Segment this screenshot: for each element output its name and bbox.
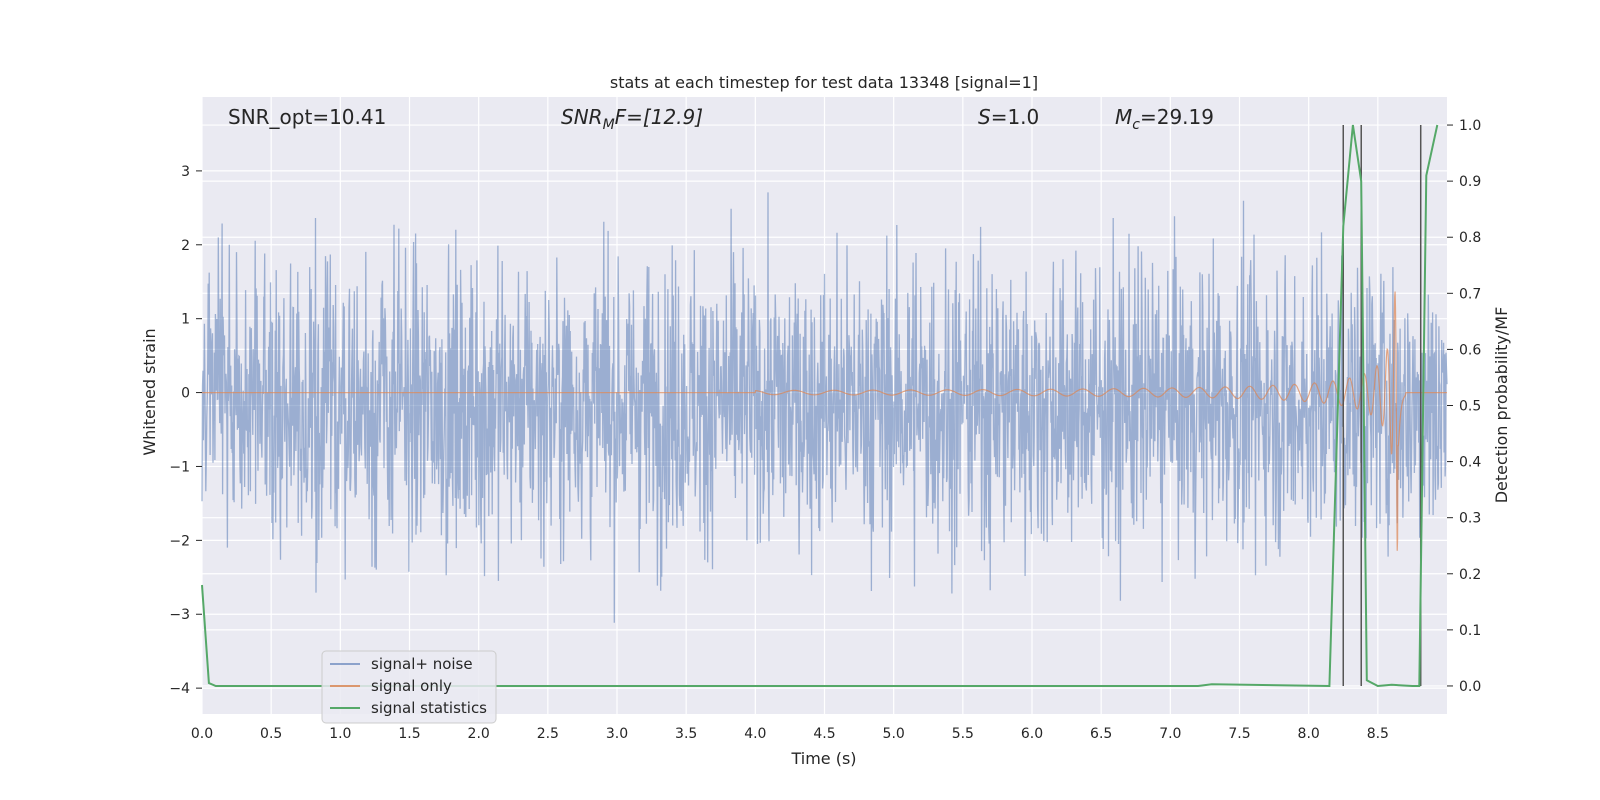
legend-box	[321, 650, 497, 724]
chart-title: stats at each timestep for test data 133…	[610, 73, 1038, 92]
x-tick-label: 8.5	[1367, 726, 1389, 742]
right-y-axis-label: Detection probability/MF	[1492, 307, 1511, 504]
y-axis-label: Whitened strain	[140, 328, 159, 455]
y-tick-label: −2	[169, 533, 190, 549]
x-tick-label: 0.0	[191, 726, 213, 742]
x-tick-label: 4.0	[744, 726, 766, 742]
x-tick-label: 1.5	[398, 726, 420, 742]
x-tick-label: 6.5	[1090, 726, 1112, 742]
y-tick-label: 1	[181, 312, 190, 328]
x-tick-label: 7.5	[1228, 726, 1250, 742]
right-y-tick-label: 0.2	[1459, 567, 1481, 583]
x-tick-label: 4.5	[813, 726, 835, 742]
right-y-tick-label: 0.3	[1459, 511, 1481, 527]
x-axis-label: Time (s)	[790, 749, 856, 768]
right-y-tick-label: 0.8	[1459, 230, 1481, 246]
right-y-tick-label: 0.5	[1459, 399, 1481, 415]
x-tick-label: 3.5	[675, 726, 697, 742]
y-tick-label: 0	[181, 386, 190, 402]
annotation-s: S=1.0	[978, 105, 1039, 129]
right-y-tick-label: 0.9	[1459, 174, 1481, 190]
series-signal-noise	[201, 192, 1448, 623]
right-y-tick-label: 0.6	[1459, 342, 1481, 358]
legend-label-signal-statistics: signal statistics	[371, 699, 487, 717]
right-y-tick-label: 0.4	[1459, 455, 1481, 471]
series-signal-statistics	[201, 124, 1439, 688]
legend-label-signal-only: signal only	[371, 677, 452, 695]
x-tick-label: 3.0	[606, 726, 628, 742]
x-tick-label: 0.5	[260, 726, 282, 742]
right-y-tick-label: 1.0	[1459, 118, 1481, 134]
annotation-snr-mf: SNRMF=[12.9]	[561, 105, 703, 133]
y-tick-labels: 3 2 1 0 −1 −2 −3 −4	[169, 164, 202, 697]
legend-label-signal-noise: signal+ noise	[371, 655, 473, 673]
right-y-tick-label: 0.0	[1459, 679, 1481, 695]
x-tick-label: 2.5	[537, 726, 559, 742]
x-tick-label: 8.0	[1298, 726, 1320, 742]
annotation-mc: Mc=29.19	[1115, 105, 1214, 133]
y-tick-label: −4	[169, 681, 190, 697]
y-tick-label: 2	[181, 238, 190, 254]
legend: signal+ noise signal only signal statist…	[321, 650, 497, 724]
x-tick-label: 6.0	[1021, 726, 1043, 742]
x-tick-label: 7.0	[1159, 726, 1181, 742]
x-tick-label: 2.0	[468, 726, 490, 742]
right-y-tick-label: 0.7	[1459, 286, 1481, 302]
x-tick-label: 5.0	[883, 726, 905, 742]
series-signal-only	[202, 291, 1447, 551]
annotation-snr-opt: SNR_opt=10.41	[228, 105, 386, 129]
y-tick-label: 3	[181, 164, 190, 180]
x-tick-label: 1.0	[329, 726, 351, 742]
right-y-tick-labels: 1.0 0.9 0.8 0.7 0.6 0.5 0.4 0.3 0.2 0.1 0.0	[1447, 118, 1481, 695]
right-y-tick-label: 0.1	[1459, 623, 1481, 639]
y-tick-label: −3	[169, 607, 190, 623]
x-tick-labels: 0.0 0.5 1.0 1.5 2.0 2.5 3.0 3.5 4.0 4.5 5.0 5.5 6.0 6…	[191, 726, 1389, 742]
x-tick-label: 5.5	[952, 726, 974, 742]
y-tick-label: −1	[169, 459, 190, 475]
